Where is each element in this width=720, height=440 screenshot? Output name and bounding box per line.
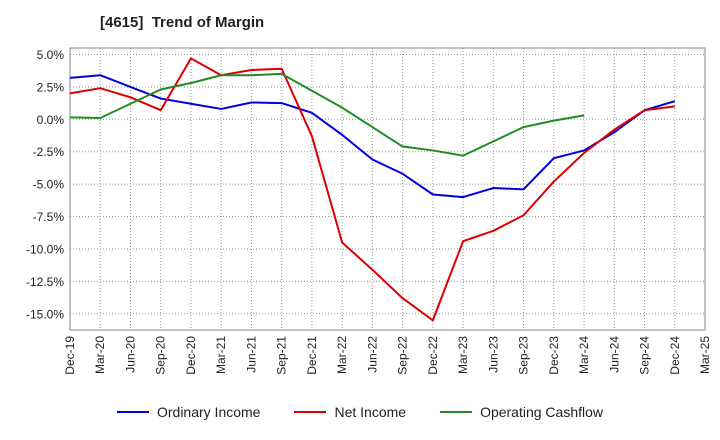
legend-swatch-net-income [294, 411, 327, 413]
y-tick-label: -15.0% [26, 307, 64, 321]
y-tick-label: -10.0% [26, 242, 64, 256]
x-tick-label: Mar-22 [335, 336, 349, 374]
legend-swatch-ordinary-income [116, 411, 149, 413]
chart-title: [4615] Trend of Margin [100, 14, 265, 31]
x-tick-label: Dec-19 [63, 336, 77, 375]
x-tick-label: Jun-23 [486, 336, 500, 373]
x-tick-label: Mar-23 [456, 336, 470, 374]
x-tick-label: Jun-24 [607, 336, 621, 373]
legend-label-net-income: Net Income [334, 404, 407, 420]
x-tick-label: Mar-21 [214, 336, 228, 374]
series-line-ordinary-income [69, 74, 676, 199]
y-tick-label: 0.0% [37, 113, 65, 127]
x-tick-label: Sep-22 [396, 336, 410, 375]
legend-item-operating-cashflow: Operating Cashflow [440, 404, 603, 420]
x-tick-label: Jun-21 [244, 336, 258, 373]
y-tick-label: -7.5% [33, 210, 65, 224]
y-tick-label: 5.0% [37, 48, 65, 62]
chart-legend: Ordinary Income Net Income Operating Cas… [0, 404, 720, 420]
x-tick-label: Dec-21 [305, 336, 319, 375]
legend-swatch-operating-cashflow [440, 411, 473, 413]
x-tick-label: Sep-23 [517, 336, 531, 375]
x-tick-label: Sep-20 [154, 336, 168, 375]
x-tick-label: Dec-22 [426, 336, 440, 375]
x-tick-label: Jun-22 [365, 336, 379, 373]
series-line-net-income [69, 57, 675, 322]
legend-label-operating-cashflow: Operating Cashflow [480, 404, 604, 420]
x-tick-label: Mar-24 [577, 336, 591, 374]
y-tick-label: -5.0% [33, 178, 65, 192]
x-tick-label: Dec-23 [547, 336, 561, 375]
x-tick-label: Sep-24 [638, 336, 652, 375]
legend-label-ordinary-income: Ordinary Income [156, 404, 261, 420]
y-tick-label: 2.5% [37, 80, 65, 94]
y-tick-label: -2.5% [33, 145, 65, 159]
x-tick-label: Dec-24 [668, 336, 682, 375]
legend-item-net-income: Net Income [294, 404, 406, 420]
x-tick-label: Dec-20 [184, 336, 198, 375]
legend-item-ordinary-income: Ordinary Income [116, 404, 261, 420]
series-line-operating-cashflow [69, 72, 585, 157]
x-tick-label: Mar-20 [93, 336, 107, 374]
x-tick-label: Jun-20 [123, 336, 137, 373]
y-tick-label: -12.5% [26, 275, 64, 289]
plot-area [69, 47, 706, 331]
x-tick-label: Mar-25 [698, 336, 712, 374]
x-tick-label: Sep-21 [275, 336, 289, 375]
